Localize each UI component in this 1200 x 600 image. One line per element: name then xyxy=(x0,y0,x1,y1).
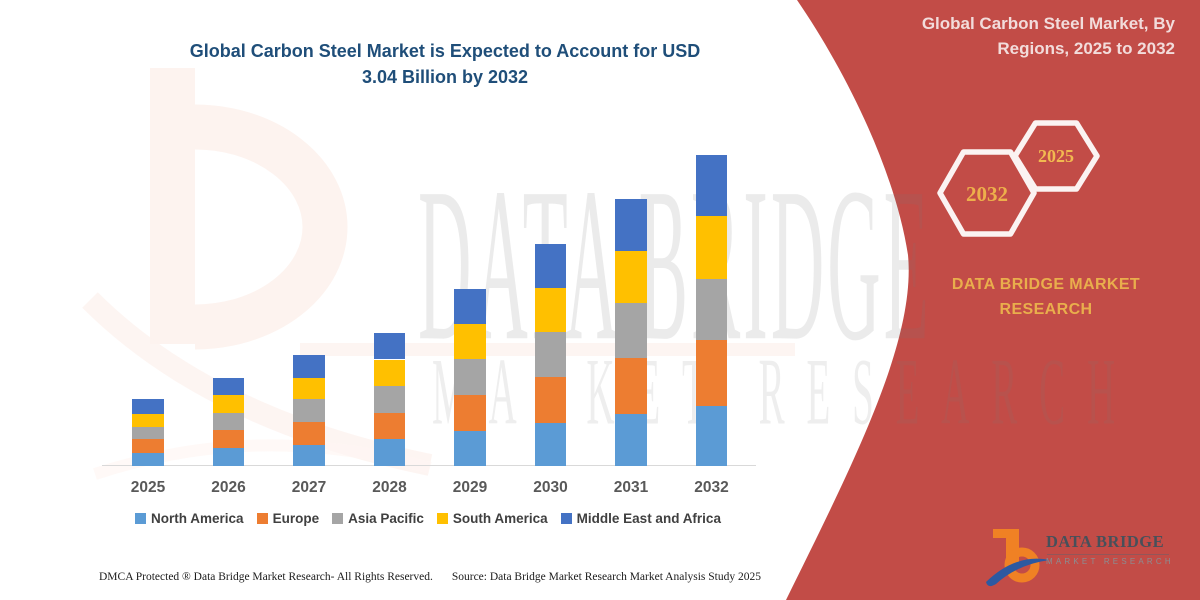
bar-segment-south-america xyxy=(695,216,728,279)
bar-segment-north-america xyxy=(695,405,728,466)
bar-segment-europe xyxy=(615,358,647,414)
logo-wordmark: DATA BRIDGE MARKET RESEARCH xyxy=(1046,532,1176,566)
x-axis-label-2026: 2026 xyxy=(211,479,246,496)
bar-segment-north-america xyxy=(615,413,647,466)
bar-segment-south-america xyxy=(454,323,486,360)
hexagon-2032-label: 2032 xyxy=(966,182,1008,206)
bar-segment-asia-pacific xyxy=(132,427,164,440)
bar-segment-north-america xyxy=(293,444,325,466)
footer: DMCA Protected ® Data Bridge Market Rese… xyxy=(99,571,761,583)
legend-item-europe: Europe xyxy=(256,511,320,526)
chart-title: Global Carbon Steel Market is Expected t… xyxy=(145,38,745,90)
hexagon-2025-label: 2025 xyxy=(1038,146,1074,166)
legend-swatch-icon xyxy=(436,513,448,524)
bar-segment-south-america xyxy=(132,413,164,428)
legend-label: Asia Pacific xyxy=(348,511,424,526)
bar-segment-south-america xyxy=(293,377,325,400)
chart-title-line1: Global Carbon Steel Market is Expected t… xyxy=(189,41,701,61)
brand-text: DATA BRIDGE MARKET RESEARCH xyxy=(940,272,1152,322)
bar-segment-south-america xyxy=(373,359,406,387)
logo-divider xyxy=(1047,554,1169,555)
legend-swatch-icon xyxy=(256,513,268,524)
bar-segment-middle-east-and-africa xyxy=(212,377,245,396)
bar-segment-north-america xyxy=(373,439,406,466)
watermark-text-databridge: DATA BRIDGE xyxy=(418,142,932,387)
bar-segment-north-america xyxy=(454,431,486,466)
bar-segment-asia-pacific xyxy=(615,303,647,359)
legend-swatch-icon xyxy=(135,513,147,524)
x-axis-label-2029: 2029 xyxy=(452,479,488,496)
right-panel-title-line2: Regions, 2025 to 2032 xyxy=(997,39,1175,58)
legend-item-middle-east-and-africa: Middle East and Africa xyxy=(560,511,721,526)
hexagon-2032 xyxy=(937,149,1037,237)
legend-label: South America xyxy=(452,511,548,526)
x-axis-label-2025: 2025 xyxy=(130,479,166,496)
legend-item-asia-pacific: Asia Pacific xyxy=(332,511,424,526)
bar-segment-middle-east-and-africa xyxy=(373,332,406,360)
bar-segment-asia-pacific xyxy=(212,412,245,431)
bar-segment-europe xyxy=(454,395,486,432)
bar-segment-europe xyxy=(695,339,728,406)
x-axis-line xyxy=(102,465,756,466)
footer-source-text: Source: Data Bridge Market Research Mark… xyxy=(451,571,761,583)
legend-swatch-icon xyxy=(560,513,572,524)
logo-wordmark-top: DATA BRIDGE xyxy=(1046,532,1165,551)
legend-label: Europe xyxy=(272,511,320,526)
bar-segment-europe xyxy=(373,412,406,440)
bar-segment-middle-east-and-africa xyxy=(454,288,486,324)
bar-segment-north-america xyxy=(132,452,164,466)
bar-segment-middle-east-and-africa xyxy=(293,355,325,378)
chart-title-line2: 3.04 Billion by 2032 xyxy=(361,67,529,87)
logo-wordmark-bottom: MARKET RESEARCH xyxy=(1046,557,1174,566)
footer-dmca-text: DMCA Protected ® Data Bridge Market Rese… xyxy=(99,571,433,583)
bar-segment-europe xyxy=(293,422,325,445)
bar-segment-asia-pacific xyxy=(373,386,406,413)
legend-label: Middle East and Africa xyxy=(576,511,721,526)
bar-segment-north-america xyxy=(534,423,567,466)
legend-swatch-icon xyxy=(332,513,344,524)
legend: North America Europe Asia Pacific South Ame… xyxy=(100,511,756,526)
x-axis-label-2028: 2028 xyxy=(372,479,407,496)
bar-segment-asia-pacific xyxy=(454,359,486,396)
bar-segment-europe xyxy=(534,376,567,423)
brand-text-line1: DATA BRIDGE MARKET xyxy=(951,276,1141,293)
bar-segment-asia-pacific xyxy=(695,278,728,340)
logo-b-glyph xyxy=(986,529,1050,587)
x-axis-label-2030: 2030 xyxy=(533,479,568,496)
x-axis-label-2032: 2032 xyxy=(694,479,729,496)
bar-segment-south-america xyxy=(534,287,567,332)
x-axis-label-2027: 2027 xyxy=(291,479,327,496)
bar-segment-middle-east-and-africa xyxy=(615,198,647,251)
bar-segment-europe xyxy=(132,439,164,453)
brand-text-line2: RESEARCH xyxy=(999,301,1093,318)
bar-segment-middle-east-and-africa xyxy=(534,243,567,288)
logo-swoosh xyxy=(986,558,1050,587)
bar-segment-middle-east-and-africa xyxy=(132,399,164,414)
bar-segment-north-america xyxy=(212,447,245,466)
hexagon-2025 xyxy=(1012,120,1100,192)
bar-segment-asia-pacific xyxy=(534,331,567,377)
legend-label: North America xyxy=(151,511,244,526)
bar-segment-south-america xyxy=(212,395,245,413)
right-panel-title: Global Carbon Steel Market, By Regions, … xyxy=(850,11,1175,61)
legend-item-north-america: North America xyxy=(135,511,244,526)
legend-item-south-america: South America xyxy=(436,511,548,526)
plot-area: 2025 2026 2027 2028 2029 2030 2031 2032 xyxy=(100,146,756,496)
bar-segment-europe xyxy=(212,430,245,448)
bar-segment-middle-east-and-africa xyxy=(695,154,728,216)
bar-segment-south-america xyxy=(615,250,647,304)
bar-segment-asia-pacific xyxy=(293,399,325,422)
right-panel-title-line1: Global Carbon Steel Market, By xyxy=(921,14,1175,33)
x-axis-label-2031: 2031 xyxy=(613,479,649,496)
